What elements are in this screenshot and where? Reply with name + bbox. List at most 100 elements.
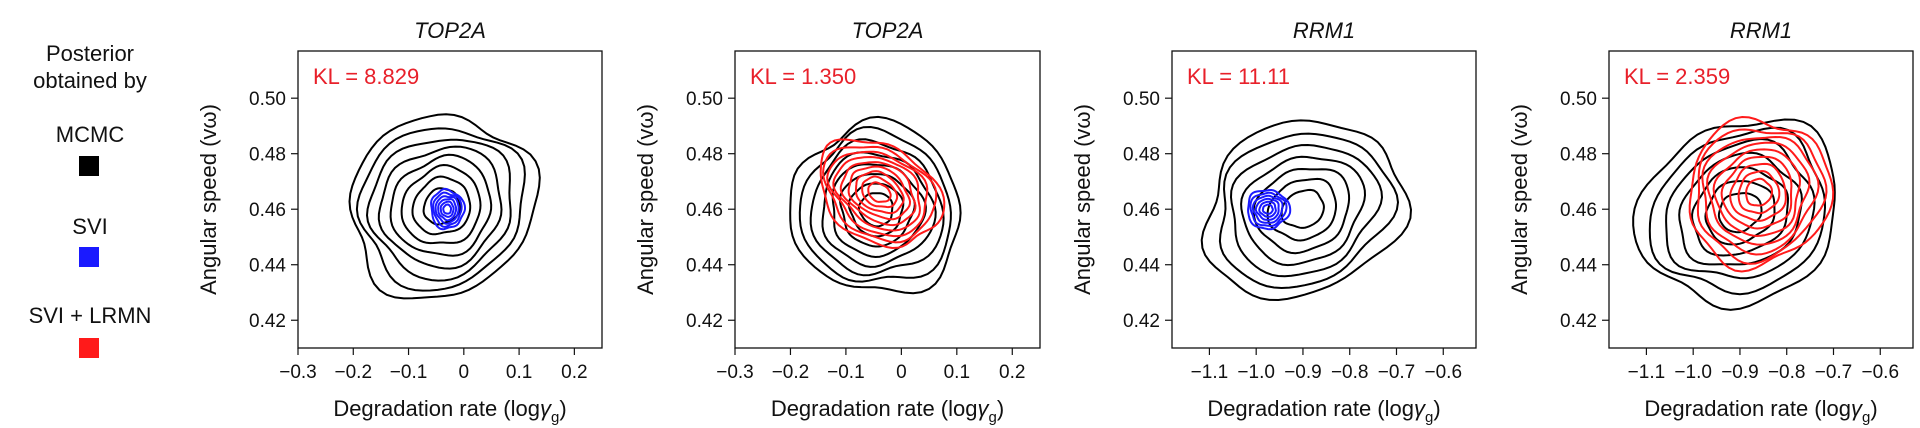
contour-level	[861, 175, 899, 209]
contour-level	[854, 170, 905, 215]
x-tick-label: −0.3	[716, 362, 754, 383]
x-tick-label: −0.7	[1815, 362, 1853, 383]
y-axis-label: Angular speed (vω)	[1070, 104, 1095, 295]
panel-title: TOP2A	[414, 18, 486, 43]
contour-level	[1252, 167, 1351, 255]
x-tick-label: −0.6	[1425, 362, 1463, 383]
contour-level	[411, 175, 472, 236]
contour-level	[1200, 119, 1413, 302]
contour-level	[1251, 194, 1284, 224]
x-tick-label: 0.1	[506, 362, 532, 383]
panel-title: TOP2A	[852, 18, 924, 43]
contour-level	[1648, 126, 1827, 296]
contour-level	[819, 138, 946, 250]
y-tick-label: 0.42	[1123, 311, 1160, 332]
y-tick-label: 0.46	[1560, 200, 1597, 221]
y-axis-label: Angular speed (vω)	[633, 104, 658, 295]
contour-level	[1737, 170, 1781, 215]
contour-level	[1729, 162, 1787, 222]
y-tick-label: 0.50	[1560, 89, 1597, 110]
contour-level	[1696, 128, 1828, 265]
contour-level	[822, 145, 938, 244]
plot-frame	[297, 50, 603, 349]
series-svi	[1247, 189, 1292, 231]
y-tick-label: 0.42	[686, 311, 723, 332]
y-tick-label: 0.50	[1123, 89, 1160, 110]
y-axis-label: Angular speed (vω)	[196, 104, 221, 295]
x-tick-label: −1.0	[1674, 362, 1712, 383]
kl-annotation: KL = 8.829	[313, 64, 419, 89]
contour-level	[832, 155, 921, 232]
contour-level	[1266, 177, 1337, 242]
x-tick-label: −0.9	[1721, 362, 1759, 383]
kl-annotation: KL = 11.11	[1187, 64, 1290, 89]
x-tick-label: −1.1	[1191, 362, 1229, 383]
contour-level	[365, 138, 512, 282]
contour-level	[839, 161, 917, 227]
legend-title-line1: Posterior	[45, 41, 135, 66]
x-axis-label: Degradation rate (logγg)	[771, 396, 1004, 426]
legend-label-mcmc: MCMC	[55, 122, 125, 147]
contour-level	[1261, 203, 1274, 215]
contour-level	[377, 145, 503, 270]
y-tick-label: 0.46	[686, 200, 723, 221]
contour-level	[442, 203, 453, 215]
y-tick-label: 0.50	[249, 89, 286, 110]
contour-level	[1701, 135, 1820, 256]
x-tick-label: −0.9	[1284, 362, 1322, 383]
x-tick-label: −1.0	[1237, 362, 1275, 383]
x-tick-label: −0.1	[827, 362, 865, 383]
contour-level	[1665, 137, 1816, 280]
contour-level	[1280, 188, 1325, 229]
legend-swatch-svi-lrmn	[79, 338, 99, 358]
x-tick-label: −0.8	[1768, 362, 1806, 383]
x-tick-label: −0.2	[772, 362, 810, 383]
contour-level	[1249, 191, 1288, 228]
contour-level	[847, 165, 912, 221]
y-tick-label: 0.44	[686, 256, 723, 277]
x-tick-label: −0.8	[1331, 362, 1369, 383]
panel-2: TOP2A KL = 1.350 −0.3 −0.2 −0.1 0 0.1 0.2 0.42 0.…	[633, 18, 1041, 426]
series-mcmc	[348, 113, 541, 300]
contour-level	[1218, 132, 1400, 290]
y-tick-label: 0.42	[249, 311, 286, 332]
x-tick-label: −0.3	[279, 362, 317, 383]
legend-swatch-mcmc	[79, 156, 99, 176]
x-axis-label: Degradation rate (logγg)	[333, 396, 566, 426]
y-tick-label: 0.44	[1123, 256, 1160, 277]
panel-1: TOP2A KL = 8.829 −0.3 −0.2 −0.1 0 0.1 0.2 0.42 0.…	[196, 18, 603, 426]
x-tick-label: 0	[896, 362, 907, 383]
series-svi	[430, 187, 466, 231]
plot-frame	[1608, 50, 1914, 349]
series-mcmc	[1200, 119, 1413, 302]
contour-level	[437, 197, 458, 222]
y-tick-label: 0.44	[1560, 256, 1597, 277]
contour-level	[439, 200, 455, 218]
contour-level	[1706, 141, 1811, 246]
contour-level	[1247, 189, 1292, 231]
y-tick-label: 0.44	[249, 256, 286, 277]
contour-level	[1229, 143, 1384, 278]
x-tick-label: −0.1	[390, 362, 428, 383]
legend-label-svi-lrmn: SVI + LRMN	[28, 303, 152, 328]
x-axis-label: Degradation rate (logγg)	[1644, 396, 1877, 426]
contour-level	[831, 163, 927, 259]
contour-level	[826, 150, 929, 238]
contour-level	[1258, 200, 1277, 218]
contour-level	[389, 153, 493, 257]
contour-level	[400, 163, 482, 245]
contour-level	[789, 115, 962, 295]
x-tick-label: 0.2	[561, 362, 587, 383]
contour-level	[434, 195, 460, 225]
kl-annotation: KL = 1.350	[750, 64, 856, 89]
contour-level	[1745, 177, 1773, 207]
contour-level	[1688, 115, 1835, 273]
contour-level	[355, 127, 526, 292]
y-tick-label: 0.46	[1123, 200, 1160, 221]
x-tick-label: −0.2	[335, 362, 373, 383]
x-tick-label: −0.6	[1862, 362, 1900, 383]
y-tick-label: 0.46	[249, 200, 286, 221]
